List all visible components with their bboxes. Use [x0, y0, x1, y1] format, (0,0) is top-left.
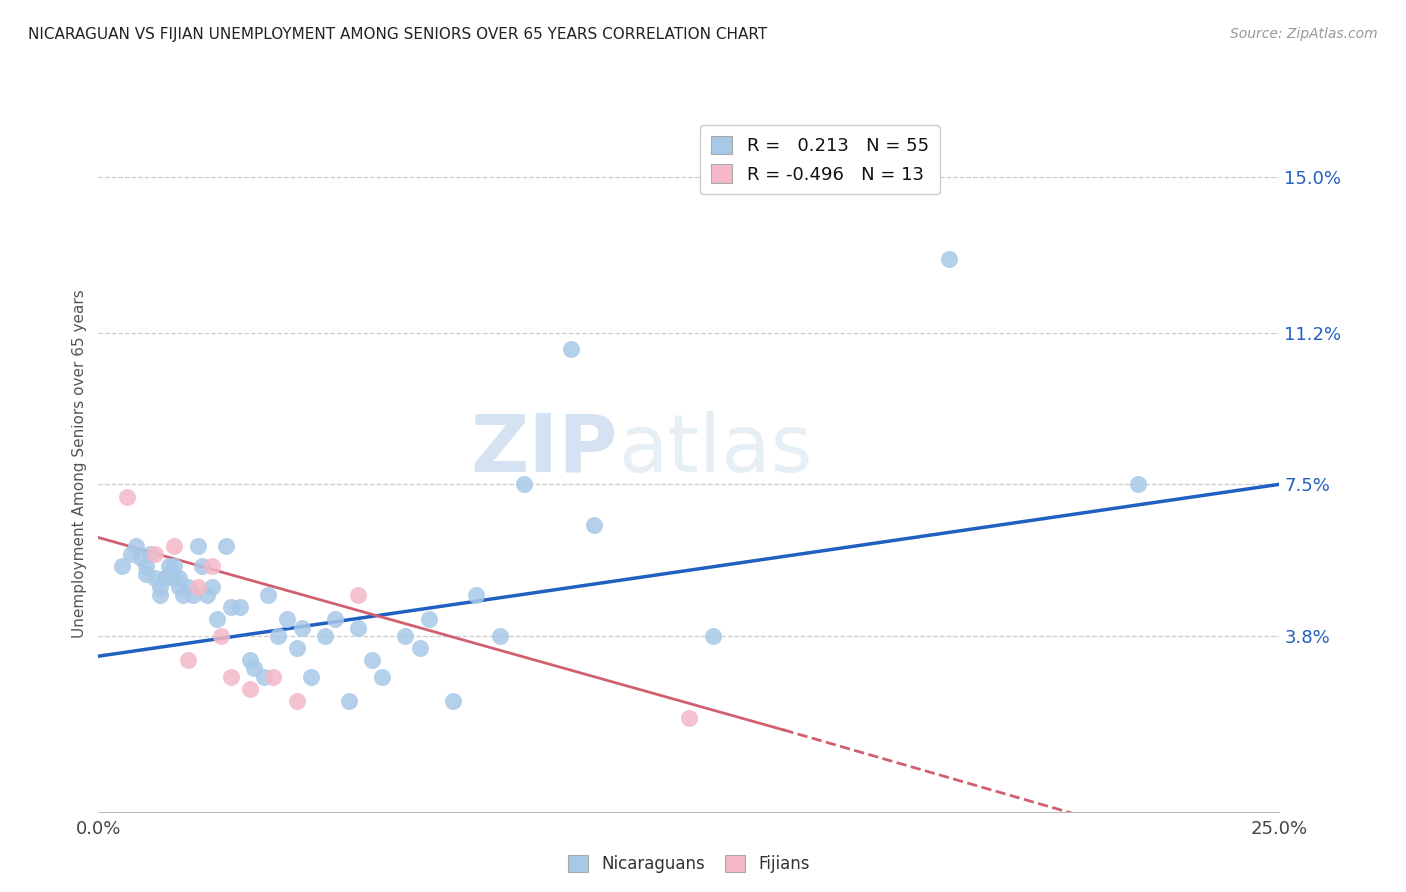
Point [201, 559, 224, 574]
Point [167, 580, 190, 594]
Point [172, 588, 194, 602]
Point [205, 612, 228, 626]
Point [489, 629, 512, 643]
Point [276, 612, 298, 626]
Point [560, 343, 582, 357]
Point [177, 580, 200, 594]
Point [111, 559, 134, 574]
Point [285, 640, 308, 655]
Text: atlas: atlas [619, 411, 813, 489]
Point [187, 580, 209, 594]
Point [139, 547, 162, 561]
Point [408, 640, 430, 655]
Point [157, 559, 180, 574]
Point [195, 588, 218, 602]
Y-axis label: Unemployment Among Seniors over 65 years: Unemployment Among Seniors over 65 years [72, 290, 87, 638]
Point [394, 629, 416, 643]
Point [347, 588, 370, 602]
Point [243, 661, 266, 675]
Text: NICARAGUAN VS FIJIAN UNEMPLOYMENT AMONG SENIORS OVER 65 YEARS CORRELATION CHART: NICARAGUAN VS FIJIAN UNEMPLOYMENT AMONG … [28, 27, 768, 42]
Point [163, 571, 186, 585]
Point [702, 629, 724, 643]
Point [191, 559, 214, 574]
Point [262, 670, 284, 684]
Point [512, 477, 534, 491]
Point [371, 670, 394, 684]
Point [441, 694, 464, 708]
Point [229, 600, 252, 615]
Point [187, 539, 209, 553]
Point [219, 600, 242, 615]
Point [418, 612, 440, 626]
Point [267, 629, 290, 643]
Legend: Nicaraguans, Fijians: Nicaraguans, Fijians [561, 848, 817, 880]
Point [239, 681, 262, 696]
Point [177, 653, 200, 667]
Point [215, 539, 238, 553]
Point [465, 588, 488, 602]
Point [1126, 477, 1149, 491]
Point [299, 670, 322, 684]
Point [314, 629, 336, 643]
Point [135, 567, 157, 582]
Point [253, 670, 276, 684]
Point [115, 490, 138, 504]
Point [290, 621, 312, 635]
Point [163, 539, 186, 553]
Text: Source: ZipAtlas.com: Source: ZipAtlas.com [1230, 27, 1378, 41]
Point [167, 571, 190, 585]
Point [121, 547, 143, 561]
Point [201, 580, 224, 594]
Point [125, 539, 148, 553]
Point [257, 588, 280, 602]
Point [209, 629, 232, 643]
Point [181, 588, 204, 602]
Text: ZIP: ZIP [471, 411, 619, 489]
Point [149, 580, 172, 594]
Point [157, 567, 180, 582]
Point [135, 559, 157, 574]
Point [285, 694, 308, 708]
Point [149, 588, 172, 602]
Point [143, 547, 166, 561]
Point [678, 710, 700, 724]
Point [153, 571, 176, 585]
Point [239, 653, 262, 667]
Point [143, 571, 166, 585]
Point [129, 551, 152, 566]
Point [583, 518, 606, 533]
Point [347, 621, 370, 635]
Point [323, 612, 346, 626]
Point [938, 252, 960, 267]
Point [163, 559, 186, 574]
Point [337, 694, 360, 708]
Point [361, 653, 384, 667]
Point [219, 670, 242, 684]
